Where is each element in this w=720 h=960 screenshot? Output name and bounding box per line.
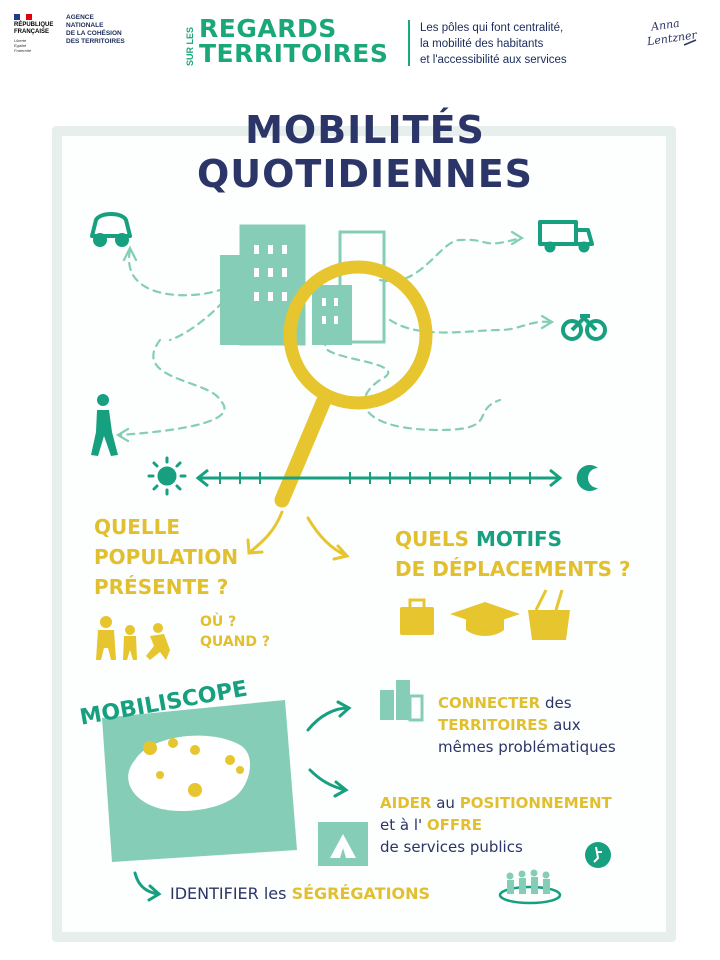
gov-logo-text: RÉPUBLIQUE FRANÇAISE [14, 22, 54, 35]
help-positioning-text: AIDER au POSITIONNEMENT et à l' OFFRE de… [380, 794, 612, 856]
brand-line-2: TERRITOIRES [199, 39, 389, 68]
time-axis [195, 468, 563, 488]
sun-icon [147, 456, 187, 496]
republique-francaise-logo: RÉPUBLIQUE FRANÇAISE Liberté Égalité Frater… [14, 14, 129, 54]
building-small-icon [380, 680, 424, 722]
buildings-icon [220, 224, 386, 346]
question-where-when: OÙ ? QUAND ? [200, 614, 271, 650]
connect-territories-text: CONNECTER des TERRITOIRES aux mêmes prob… [438, 694, 616, 756]
moon-icon [576, 465, 598, 492]
header-subtitle: Les pôles qui font centralité, la mobilit… [420, 22, 567, 66]
car-icon [90, 212, 132, 247]
french-flag-icon [14, 14, 32, 20]
magnifier-icon [274, 260, 433, 508]
shopping-basket-icon [528, 589, 570, 640]
mobiliscope-map [102, 700, 297, 862]
artist-signature: Anna Lentzner [645, 17, 698, 49]
question-motifs: QUELS MOTIFS DE DÉPLACEMENTS ? [395, 527, 631, 581]
header-divider [408, 20, 410, 66]
poster-title: MOBILITÉS QUOTIDIENNES [196, 108, 534, 196]
path-bike [388, 318, 552, 334]
people-group-icon [498, 869, 562, 905]
path-car [127, 248, 231, 342]
question-population: QUELLE POPULATION PRÉSENTE ? [94, 515, 239, 599]
segregation-text: IDENTIFIER les SÉGRÉGATIONS [170, 884, 431, 903]
pedestrian-icon [91, 394, 118, 456]
truck-icon [538, 220, 594, 253]
path-truck [378, 236, 522, 283]
accessibility-icon [585, 842, 611, 868]
tent-icon [318, 822, 368, 866]
bicycle-icon [561, 314, 607, 341]
graduation-cap-icon [450, 602, 520, 636]
brand-line-1: REGARDS [199, 14, 337, 43]
gov-motto: Liberté Égalité Fraternité [14, 38, 32, 53]
people-icon [96, 616, 170, 660]
bag-icon [400, 598, 434, 635]
svg-text:Anna: Anna [649, 17, 680, 34]
path-walk [118, 338, 226, 437]
agency-name: AGENCE NATIONALE DE LA COHÉSION DES TERRITO… [66, 14, 125, 45]
